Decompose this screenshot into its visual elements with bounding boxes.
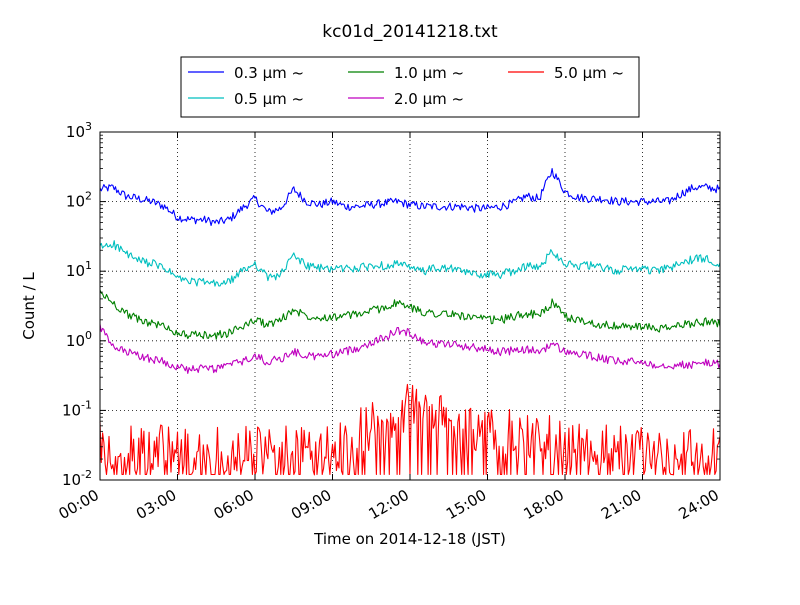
y-tick-base: 10 [66,332,85,350]
y-tick-base: 10 [66,262,85,280]
series-line [99,168,721,227]
y-tick-base: 10 [66,193,85,211]
y-axis-label: Count / L [20,272,38,340]
legend: 0.3 μm ~ 0.5 μm ~ 1.0 μm ~ 2.0 μm ~ 5.0 μm ~ [180,56,640,118]
y-tick-base: 10 [62,471,81,489]
y-tick-exponent: 1 [85,259,92,272]
series-line [99,324,721,374]
y-tick-base: 10 [62,401,81,419]
y-tick-exponent: -1 [81,398,92,411]
y-tick-label: 10-1 [62,398,92,419]
legend-label: 0.3 μm ~ [234,64,304,82]
chart-title: kc01d_20141218.txt [322,22,498,42]
series-line [99,240,721,287]
y-tick-label: 103 [66,120,92,141]
legend-label: 1.0 μm ~ [394,64,464,82]
x-axis-label: Time on 2014-12-18 (JST) [313,530,506,548]
legend-label: 0.5 μm ~ [234,90,304,108]
y-tick-exponent: -2 [81,468,92,481]
legend-box [180,56,640,118]
y-tick-base: 10 [66,123,85,141]
grid [100,132,720,480]
legend-label: 2.0 μm ~ [394,90,464,108]
y-tick-label: 100 [66,329,92,350]
y-tick-exponent: 2 [85,190,92,203]
y-tick-label: 10-2 [62,468,92,489]
y-tick-label: 102 [66,190,92,211]
y-tick-label: 101 [66,259,92,280]
y-tick-exponent: 0 [85,329,92,342]
series-line [99,289,721,340]
legend-label: 5.0 μm ~ [554,64,624,82]
y-tick-exponent: 3 [85,120,92,133]
